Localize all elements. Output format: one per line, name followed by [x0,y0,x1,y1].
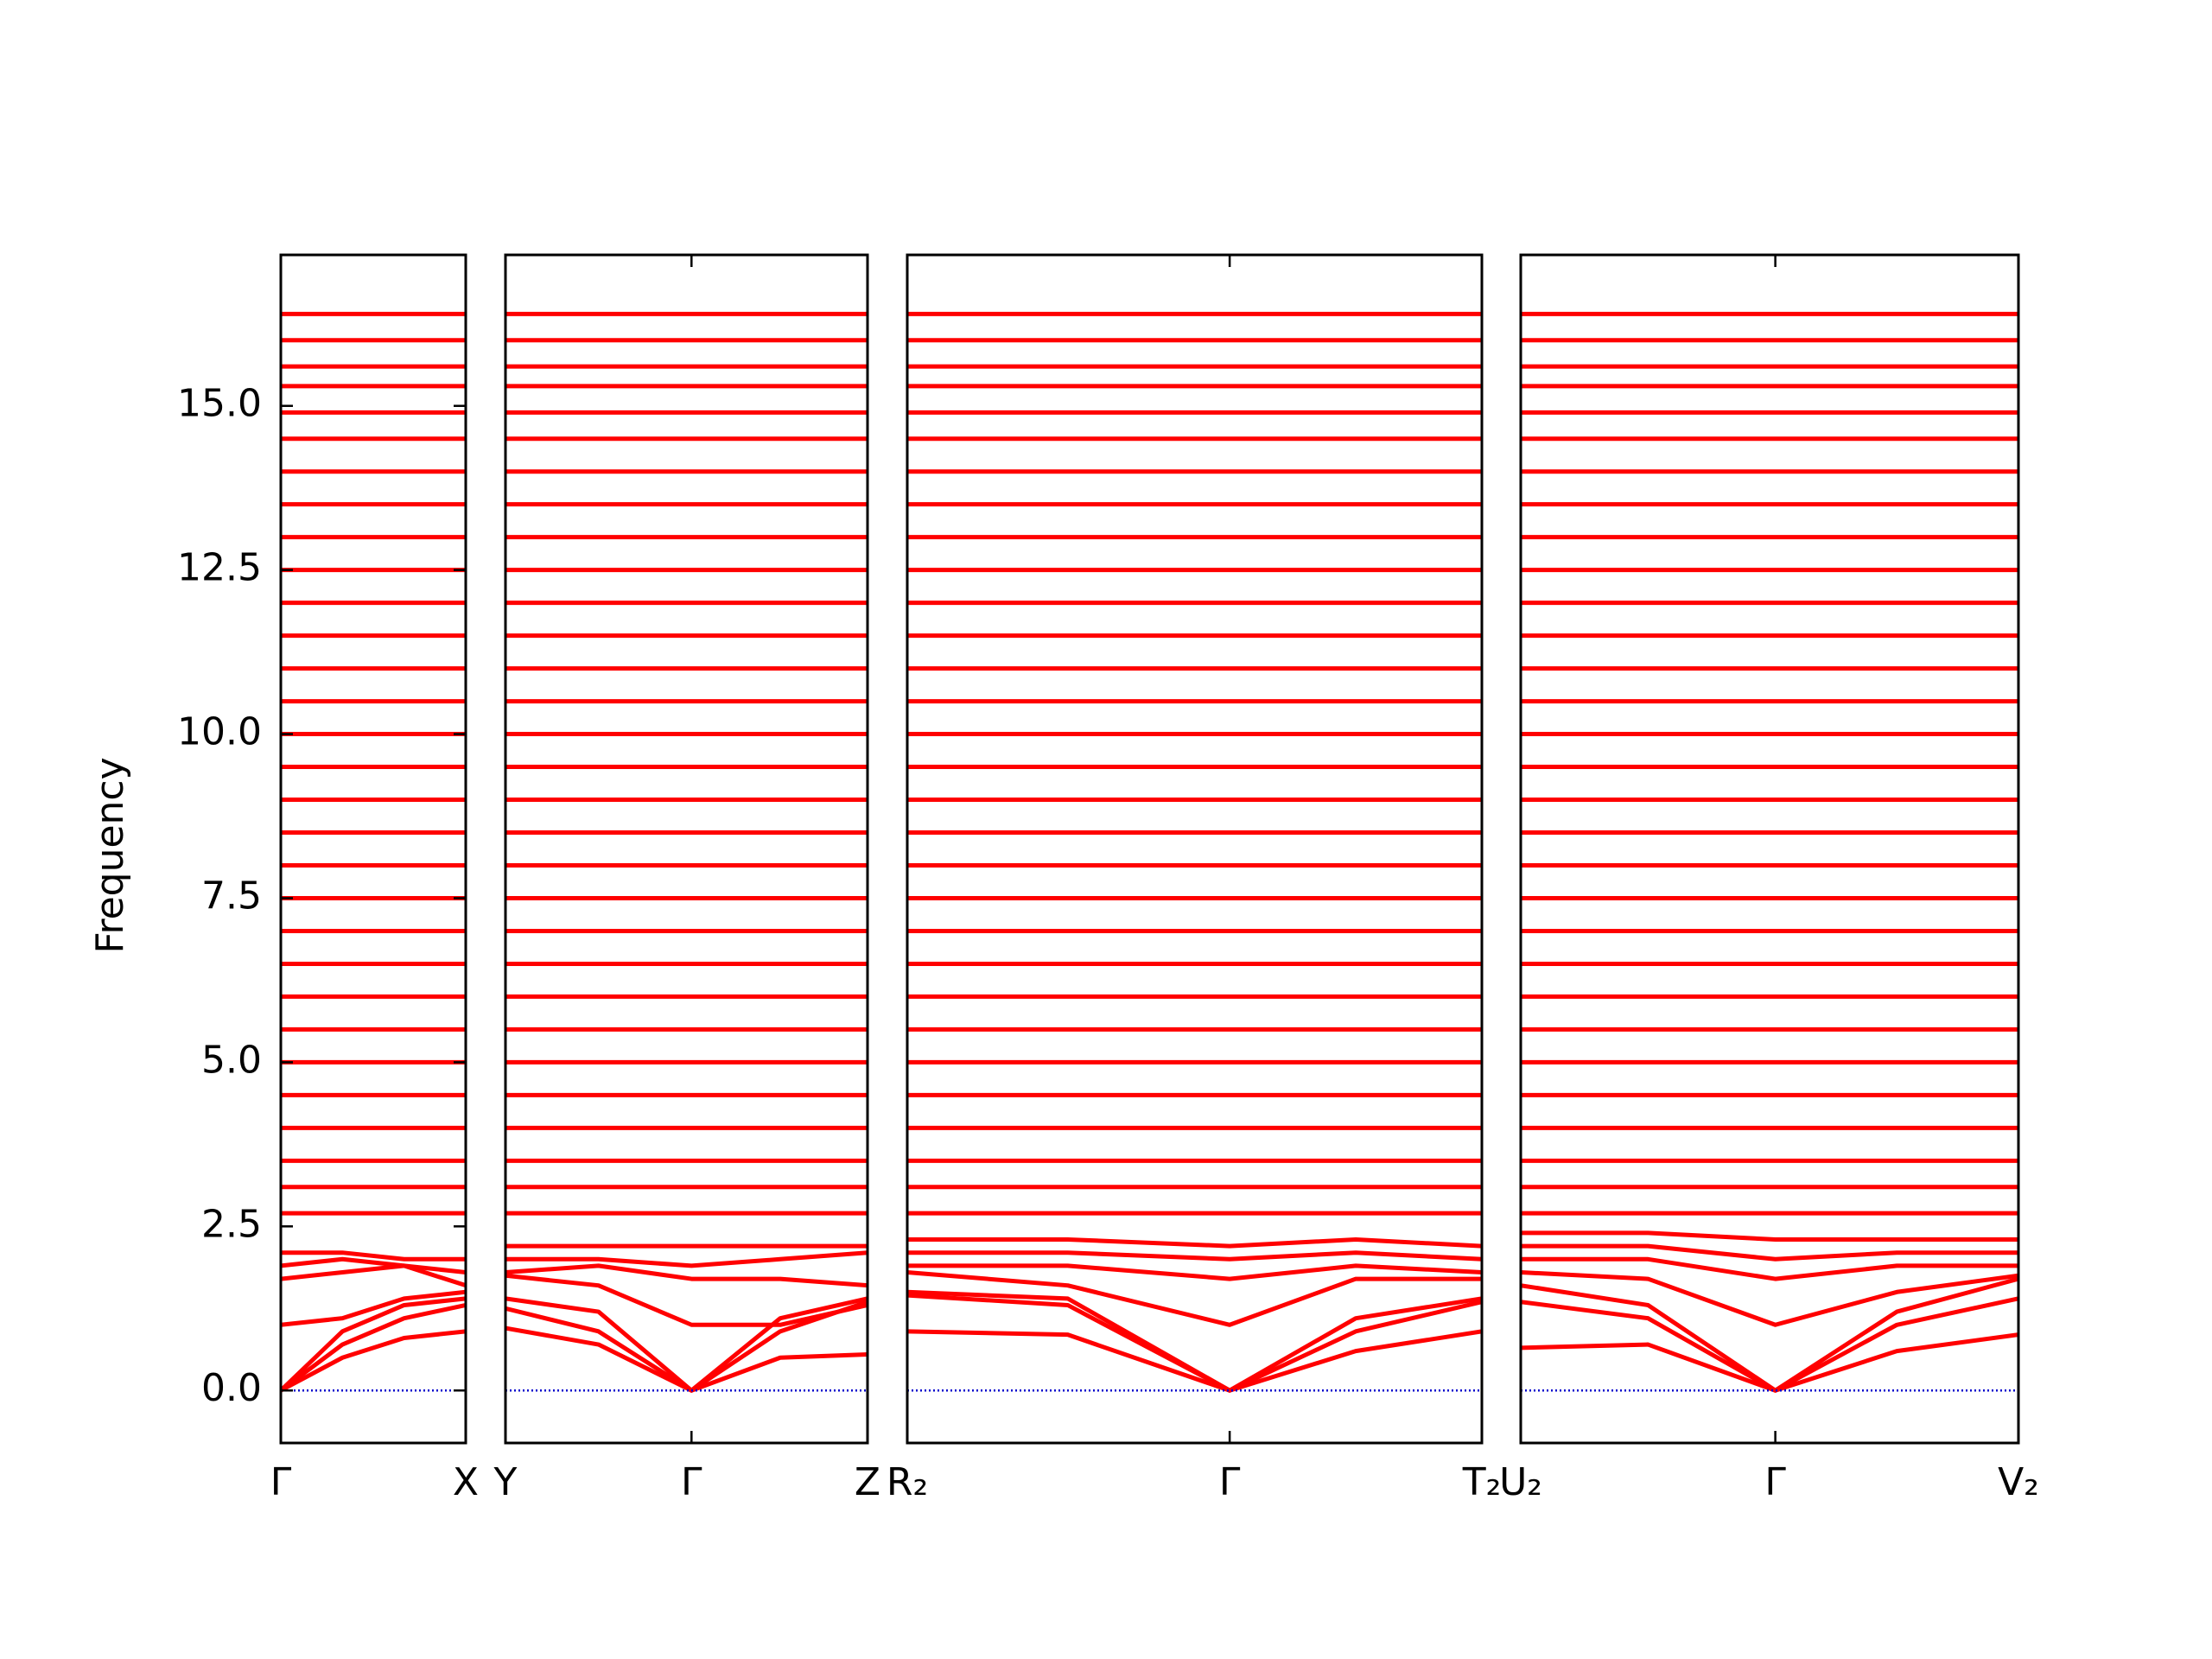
band-line [907,1250,1482,1262]
panel-frame [906,253,1484,1445]
x-tick-label: T₂ [1462,1460,1502,1504]
band-line [907,1263,1482,1281]
x-tick-label: X [453,1460,479,1504]
x-tick-label: V₂ [1998,1460,2039,1504]
band-line [281,1263,466,1288]
band-line [1521,1332,2018,1393]
y-tick-label: 15.0 [177,382,262,426]
plot-area [505,311,868,1393]
panel-frame [504,253,869,1445]
band-line [505,1263,868,1288]
band-line [1521,1269,2018,1327]
y-tick-label: 10.0 [177,710,262,754]
plot-area [281,311,466,1393]
x-tick-label: Z [855,1460,880,1504]
x-tick-label: U₂ [1499,1460,1542,1504]
y-tick-label: 7.5 [201,874,262,918]
x-tick-label: Γ [681,1460,702,1504]
panel-frame [279,253,467,1445]
x-tick-label: Γ [270,1460,292,1504]
band-line [505,1296,868,1393]
x-tick-label: R₂ [887,1460,928,1504]
band-line [281,1303,466,1393]
band-line [505,1325,868,1393]
band-line [281,1296,466,1393]
x-tick-label: Y [493,1460,518,1504]
band-line [907,1269,1482,1327]
band-line [281,1256,466,1274]
band-line [505,1300,868,1393]
x-tick-label: Γ [1219,1460,1241,1504]
band-line [281,1289,466,1327]
plot-area [907,311,1482,1393]
band-line [907,1329,1482,1393]
y-tick-label: 5.0 [201,1038,262,1082]
band-line [1521,1256,2018,1281]
band-line [281,1250,466,1262]
band-line [1521,1230,2018,1243]
band-line [1521,1276,2018,1393]
band-line [281,1329,466,1393]
band-line [505,1250,868,1268]
y-tick-label: 12.5 [177,546,262,590]
band-line [907,1237,1482,1249]
x-tick-label: Γ [1764,1460,1786,1504]
band-line [505,1273,868,1327]
y-tick-label: 0.0 [201,1366,262,1410]
y-tick-label: 2.5 [201,1202,262,1246]
y-axis-label: Frequency [88,757,132,953]
band-line [1521,1243,2018,1262]
panel-frame [1519,253,2020,1445]
band-line [907,1289,1482,1393]
plot-area [1521,311,2018,1393]
